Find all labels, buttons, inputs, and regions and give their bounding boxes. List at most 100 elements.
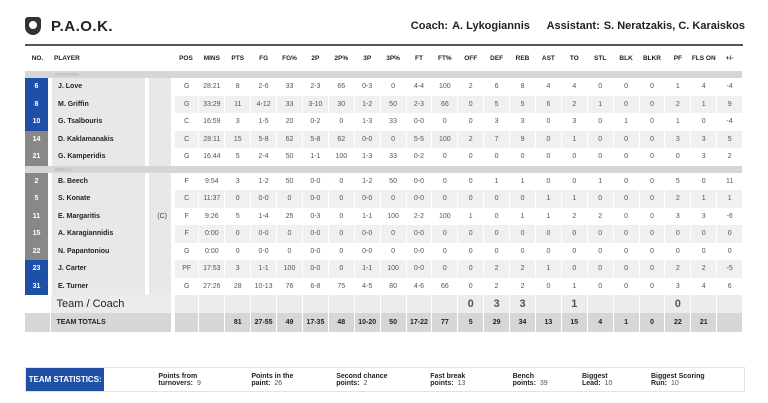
stat-cell: 0-2 [302,113,329,131]
column-header[interactable]: PLAYER [50,44,173,71]
stat-cell: G [173,242,200,260]
player-name[interactable]: S. Konate [50,190,149,208]
stat-cell: 4-4 [406,78,433,96]
column-header[interactable]: DEF [483,44,510,71]
stat-cell: 3 [690,207,718,225]
team-stat-label: Biggest Lead: [581,372,608,387]
stat-cell: 0 [328,172,355,190]
stat-cell: 0 [328,260,355,278]
column-header[interactable]: AST [535,44,562,71]
stat-cell: 0 [613,130,640,148]
stat-cell: 0 [431,260,459,278]
stat-cell: C [173,190,200,208]
column-header[interactable]: FT [406,44,432,71]
stat-cell: 1-1 [354,207,381,225]
stat-cell: 0 [483,242,511,260]
column-header[interactable]: 3P [354,44,381,71]
stat-cell [224,295,252,313]
column-header[interactable]: OFF [457,44,484,71]
captain-marker [147,242,175,260]
player-name[interactable]: E. Turner [50,277,149,295]
player-name[interactable]: J. Carter [50,260,149,278]
column-header[interactable]: NO. [25,44,50,71]
stat-cell: 0 [276,190,303,208]
column-header[interactable]: 2P% [328,44,355,71]
coaching-staff: Coach: A. Lykogiannis Assistant: S. Neratz… [411,20,745,32]
stat-cell: 1-4 [250,207,278,225]
stat-cell: 5 [509,95,536,113]
stat-cell: 0 [690,113,718,131]
stat-cell: -6 [716,207,744,225]
stat-cell: 0 [380,225,407,243]
column-header[interactable]: MINS [198,44,225,71]
stat-cell: 50 [276,172,303,190]
stat-cell: 2 [457,130,485,148]
stat-cell: 0 [639,148,666,166]
stat-cell: 8 [509,78,536,96]
player-name[interactable]: G. Tsalbouris [50,113,149,131]
bench-band: BENCH [25,165,744,173]
stat-cell: 1-2 [250,172,278,190]
team-totals-row: TEAM TOTALS 81 27-55 49 17-35 48 10-20 50 17-22 7… [25,312,744,332]
stat-cell: 7 [483,130,511,148]
player-name[interactable]: N. Papantoniou [50,242,149,260]
stat-cell: 16:44 [198,148,226,166]
column-header[interactable]: FG% [276,44,303,71]
captain-marker [147,190,175,208]
assistant-label: Assistant: [546,20,600,32]
stat-cell: 66 [328,78,355,96]
stat-cell: 6 [535,95,562,113]
stat-cell: 0 [639,172,666,190]
stat-cell: 5 [716,130,744,148]
player-name[interactable]: E. Margaritis [50,207,149,225]
player-name[interactable]: D. Kaklamanakis [50,130,149,148]
stat-cell: 2-3 [302,78,329,96]
stat-cell: 1-3 [354,113,381,131]
stat-cell: 11 [716,172,744,190]
column-header[interactable]: 3P% [380,44,407,71]
column-header[interactable]: +/- [716,44,743,71]
column-header[interactable]: FG [250,44,277,71]
stat-cell: 0 [587,225,614,243]
stat-cell: 5-8 [302,130,329,148]
stat-cell [173,295,200,313]
stat-cell: 0 [613,260,640,278]
player-name[interactable]: B. Beech [50,172,149,190]
player-name[interactable]: M. Griffin [50,95,149,113]
stat-cell: 0-0 [302,260,329,278]
team-logo-icon [25,17,41,35]
stat-cell: -4 [716,113,744,131]
stat-cell: 0-0 [302,172,329,190]
team-statistics-bar: TEAM STATISTICS: Points from turnovers: 9… [25,367,745,392]
column-header[interactable]: POS [173,44,199,71]
column-header[interactable]: PF [664,44,691,71]
column-header[interactable]: REB [509,44,536,71]
team-stat-value: 10 [670,379,679,387]
column-header[interactable]: FT% [431,44,458,71]
stat-cell: 0 [587,242,614,260]
stat-cell: 1 [587,172,614,190]
stat-cell: 1 [664,113,692,131]
stat-cell: 1-1 [302,148,329,166]
player-name[interactable]: J. Love [50,78,149,96]
jersey-number: 2 [25,172,52,190]
stat-cell: 0-0 [302,242,329,260]
column-header[interactable]: TO [561,44,588,71]
player-name[interactable]: A. Karagiannidis [50,225,149,243]
column-header[interactable]: 2P [302,44,329,71]
column-header[interactable]: PTS [224,44,251,71]
column-header[interactable]: STL [587,44,614,71]
total-cell: 48 [328,312,355,332]
stat-cell: 2 [561,95,588,113]
column-header[interactable]: FLS ON [690,44,717,71]
stat-cell: 66 [431,95,459,113]
jersey-number: 10 [25,113,52,131]
stat-cell: 0:00 [198,225,226,243]
team-stat-value: 10 [604,379,613,387]
stat-cell: 0 [664,295,692,313]
column-header[interactable]: BLKR [639,44,665,71]
player-name[interactable]: G. Kamperidis [50,148,149,166]
column-header[interactable]: BLK [613,44,640,71]
stat-cell: 0-0 [354,242,381,260]
stat-cell: 0 [535,277,562,295]
